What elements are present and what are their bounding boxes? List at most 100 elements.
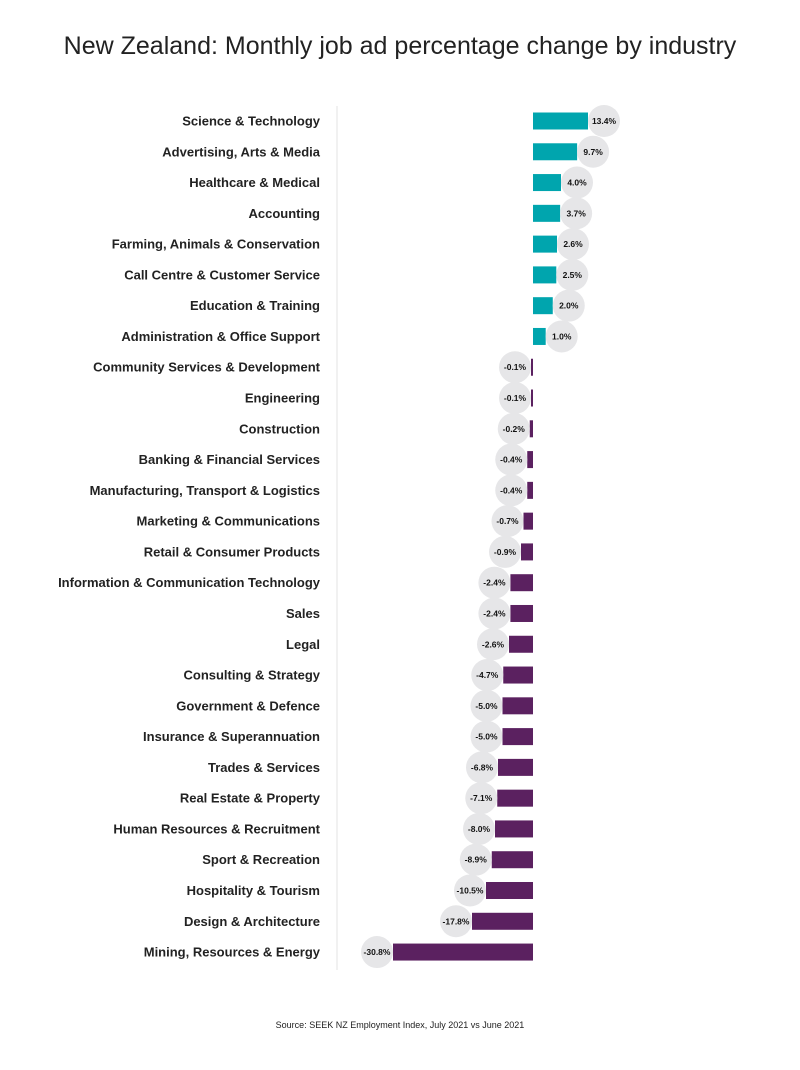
value-bubble	[477, 628, 509, 661]
value-bubble	[557, 228, 589, 261]
category-label: Sport & Recreation	[202, 852, 320, 867]
value-label: -0.9%	[494, 547, 517, 557]
value-bubble	[465, 782, 498, 815]
bar	[531, 358, 533, 376]
category-label: Healthcare & Medical	[189, 175, 320, 190]
category-label: Call Centre & Customer Service	[124, 267, 320, 282]
value-label: -7.1%	[470, 793, 493, 803]
value-label: -5.0%	[475, 701, 498, 711]
bar	[533, 204, 561, 222]
bar	[529, 420, 533, 438]
bar	[495, 820, 533, 838]
category-label: Science & Technology	[182, 114, 321, 129]
category-label: Information & Communication Technology	[58, 575, 321, 590]
source-note: Source: SEEK NZ Employment Index, July 2…	[275, 1020, 525, 1030]
value-label: 13.4%	[592, 116, 617, 126]
value-label: 2.5%	[563, 270, 583, 280]
value-bubble	[495, 474, 528, 507]
bar	[502, 728, 533, 746]
bar	[393, 943, 533, 961]
value-label: 9.7%	[583, 147, 603, 157]
value-label: 4.0%	[567, 178, 587, 188]
value-bubble	[454, 874, 486, 907]
category-label: Marketing & Communications	[137, 514, 320, 529]
bar	[497, 789, 533, 807]
value-bubble	[545, 320, 578, 353]
value-bubble	[577, 135, 610, 168]
value-label: -30.8%	[364, 947, 391, 957]
category-label: Manufacturing, Transport & Logistics	[90, 483, 320, 498]
category-label: Human Resources & Recruitment	[113, 821, 320, 836]
category-label: Construction	[239, 421, 320, 436]
category-label: Consulting & Strategy	[183, 668, 320, 683]
value-bubble	[440, 905, 472, 938]
value-bubble	[588, 105, 620, 137]
bar	[533, 235, 557, 253]
category-label: Trades & Services	[208, 760, 320, 775]
value-bubble	[552, 289, 585, 322]
value-label: -0.2%	[503, 424, 526, 434]
value-label: -5.0%	[475, 732, 498, 742]
bar	[491, 851, 533, 869]
bar	[533, 266, 557, 284]
value-bubble	[495, 443, 528, 476]
value-label: 2.0%	[559, 301, 579, 311]
bar	[533, 143, 578, 161]
value-label: -0.7%	[496, 516, 519, 526]
value-bubble	[466, 751, 498, 784]
value-label: 2.6%	[563, 239, 583, 249]
value-label: -0.4%	[500, 455, 523, 465]
category-label: Design & Architecture	[184, 914, 320, 929]
value-label: -0.1%	[504, 393, 527, 403]
bar	[533, 174, 561, 192]
category-label: Mining, Resources & Energy	[144, 945, 321, 960]
bar	[510, 574, 533, 592]
value-bubble	[499, 382, 531, 415]
bar	[472, 912, 533, 930]
category-label: Sales	[286, 606, 320, 621]
value-bubble	[463, 812, 495, 845]
value-bubble	[556, 258, 589, 291]
value-label: 1.0%	[552, 331, 572, 341]
bar	[498, 758, 533, 776]
value-label: -0.1%	[504, 362, 527, 372]
value-label: -2.6%	[482, 639, 505, 649]
value-bubble	[497, 412, 530, 445]
category-label: Engineering	[245, 391, 320, 406]
value-bubble	[471, 659, 504, 692]
chart-title: New Zealand: Monthly job ad percentage c…	[63, 32, 737, 60]
bar	[503, 666, 533, 684]
bar	[533, 297, 553, 315]
value-label: -2.4%	[483, 608, 506, 618]
bar	[502, 697, 533, 715]
value-bubble	[478, 597, 511, 630]
value-bubble	[459, 843, 492, 876]
category-label: Insurance & Superannuation	[143, 729, 320, 744]
value-bubble	[499, 351, 531, 384]
category-label: Legal	[286, 637, 320, 652]
bar	[531, 389, 533, 407]
value-label: -4.7%	[476, 670, 499, 680]
category-label: Administration & Office Support	[121, 329, 320, 344]
value-bubble	[361, 936, 393, 969]
bar	[527, 481, 533, 499]
category-label: Advertising, Arts & Media	[162, 144, 320, 159]
category-label: Community Services & Development	[93, 360, 321, 375]
bar	[510, 604, 533, 622]
value-bubble	[491, 505, 524, 538]
value-label: -17.8%	[443, 916, 470, 926]
category-label: Government & Defence	[176, 698, 320, 713]
value-bubble	[561, 166, 593, 199]
value-bubble	[489, 535, 521, 568]
value-bubble	[478, 566, 511, 599]
value-bubble	[560, 197, 593, 230]
bar	[533, 112, 588, 130]
value-label: -2.4%	[483, 578, 506, 588]
value-bubble	[470, 720, 503, 753]
value-label: -0.4%	[500, 485, 523, 495]
bar	[509, 635, 533, 653]
value-label: -8.9%	[465, 855, 488, 865]
category-label: Accounting	[249, 206, 321, 221]
